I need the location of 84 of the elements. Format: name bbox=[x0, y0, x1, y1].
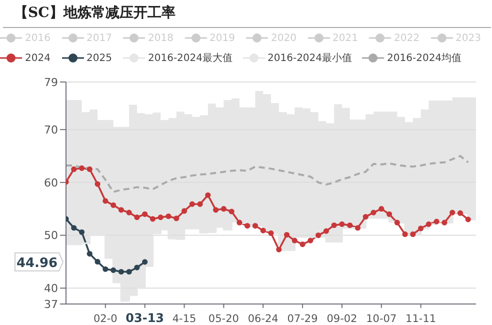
point bbox=[228, 208, 234, 214]
point bbox=[134, 214, 140, 220]
x-tick-label: 09-02 bbox=[326, 313, 358, 325]
point bbox=[126, 268, 132, 275]
point bbox=[450, 210, 456, 216]
point bbox=[142, 211, 148, 217]
point bbox=[197, 201, 203, 207]
point bbox=[86, 166, 92, 172]
point bbox=[292, 238, 298, 244]
point bbox=[252, 222, 258, 229]
point bbox=[134, 264, 140, 270]
point bbox=[244, 222, 250, 229]
y-tick-label: 79 bbox=[44, 76, 58, 89]
point bbox=[118, 207, 124, 213]
point bbox=[78, 165, 85, 171]
y-tick-label: 60 bbox=[44, 176, 58, 190]
point bbox=[284, 232, 290, 238]
point bbox=[220, 206, 226, 212]
y-tick-label: 70 bbox=[44, 123, 58, 136]
y-tick-label: 40 bbox=[44, 282, 58, 296]
legend-label: 2016-2024最小值 bbox=[268, 52, 352, 65]
point bbox=[102, 266, 108, 272]
point bbox=[126, 210, 132, 216]
point bbox=[142, 259, 148, 265]
point bbox=[71, 225, 77, 231]
point bbox=[94, 181, 100, 187]
x-tick-label: 10-07 bbox=[366, 313, 397, 325]
x-tick-label: 02-0 bbox=[94, 313, 118, 325]
point bbox=[378, 206, 384, 212]
point bbox=[189, 201, 195, 207]
point bbox=[354, 225, 361, 231]
x-tick-label: 4-15 bbox=[172, 313, 196, 325]
point bbox=[181, 208, 188, 214]
line-series bbox=[66, 155, 470, 193]
point bbox=[158, 214, 164, 220]
point bbox=[331, 222, 337, 228]
point bbox=[347, 222, 353, 228]
x-tick-label: 06-24 bbox=[248, 313, 279, 325]
point bbox=[308, 238, 314, 244]
point bbox=[426, 221, 432, 227]
x-tick-label: 07-29 bbox=[287, 313, 318, 325]
legend-label: 2024 bbox=[25, 52, 50, 64]
point bbox=[78, 229, 85, 235]
point bbox=[268, 230, 274, 236]
y-tick-label: 37 bbox=[44, 298, 58, 311]
point bbox=[260, 228, 266, 234]
point bbox=[110, 202, 116, 208]
point bbox=[102, 198, 108, 204]
point bbox=[442, 220, 448, 226]
chart-title: 【SC】地炼常减压开工率 bbox=[14, 4, 176, 22]
point bbox=[434, 218, 440, 224]
point bbox=[370, 210, 376, 216]
point bbox=[71, 166, 77, 172]
point bbox=[236, 220, 242, 226]
point bbox=[386, 211, 392, 217]
point bbox=[457, 210, 464, 216]
text: 44.96 bbox=[16, 256, 58, 271]
point bbox=[300, 241, 306, 248]
point bbox=[174, 216, 180, 222]
point bbox=[150, 216, 156, 222]
point bbox=[465, 216, 471, 222]
point bbox=[118, 268, 124, 275]
point bbox=[316, 232, 322, 238]
y-tick-label: 50 bbox=[44, 229, 58, 242]
x-tick-label: 11-11 bbox=[406, 313, 436, 325]
legend-label: 2025 bbox=[86, 52, 112, 64]
point bbox=[323, 228, 329, 234]
point bbox=[205, 192, 211, 198]
legend-label: 2016-2024均值 bbox=[387, 52, 462, 65]
point bbox=[339, 221, 345, 227]
point bbox=[394, 220, 400, 226]
x-tick-label: 05-20 bbox=[208, 313, 239, 325]
legend-label: 2016-2024最大值 bbox=[148, 52, 233, 65]
point bbox=[94, 258, 100, 265]
point bbox=[110, 267, 116, 273]
x-tick-label: 03-13 bbox=[126, 311, 164, 325]
point bbox=[166, 213, 172, 220]
point bbox=[362, 214, 368, 220]
point bbox=[86, 250, 92, 257]
point bbox=[402, 231, 408, 238]
point bbox=[213, 207, 219, 213]
point bbox=[418, 226, 424, 232]
point bbox=[276, 246, 282, 252]
point bbox=[410, 231, 416, 238]
